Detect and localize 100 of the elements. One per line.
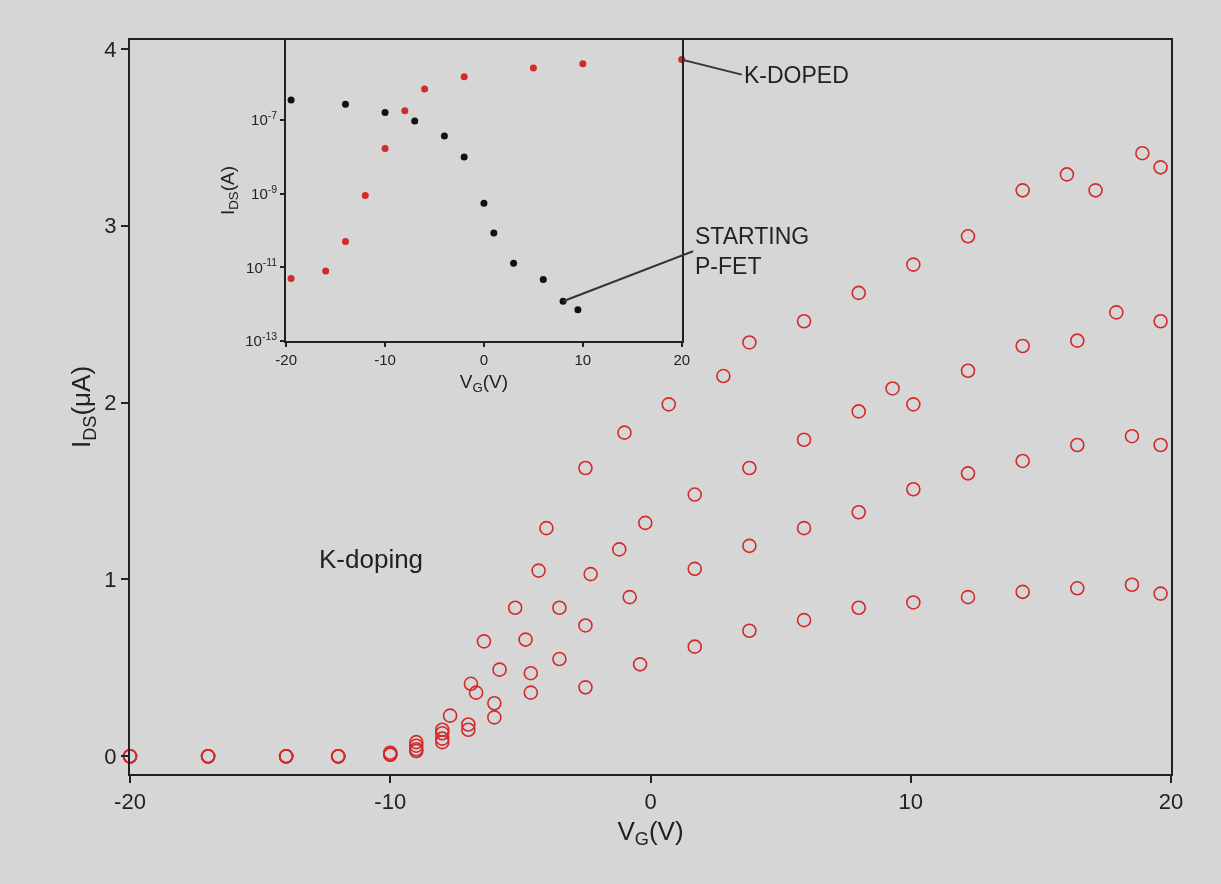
- point: [1135, 145, 1150, 161]
- point: [638, 515, 653, 531]
- y-tick-label: 2: [104, 390, 117, 416]
- point: [1153, 313, 1168, 329]
- point: [906, 481, 921, 497]
- point: [480, 199, 488, 207]
- point: [1015, 584, 1030, 600]
- point: [742, 623, 757, 639]
- y-tick-label: 10$^{-13}$: [245, 329, 278, 350]
- point: [1153, 437, 1168, 453]
- point: [1124, 428, 1140, 444]
- point: [460, 153, 468, 161]
- point: [574, 306, 582, 314]
- annotation: STARTING P-FET: [695, 223, 810, 279]
- point: [851, 504, 866, 520]
- x-tick-label: 10: [574, 350, 592, 368]
- point: [492, 662, 507, 677]
- point: [287, 96, 295, 104]
- y-tick-label: 10$^{-11}$: [246, 256, 278, 276]
- point: [1070, 580, 1085, 596]
- point: [906, 397, 921, 412]
- point: [531, 563, 546, 578]
- point: [742, 538, 757, 554]
- point: [1088, 183, 1103, 198]
- point: [1124, 577, 1140, 593]
- point: [851, 285, 866, 301]
- x-axis-title: V$_{G}$(V): [459, 371, 509, 396]
- point: [579, 60, 587, 68]
- point: [487, 695, 502, 711]
- y-tick-label: 0: [104, 744, 117, 770]
- x-tick-label: -20: [114, 789, 146, 815]
- point: [539, 520, 554, 536]
- y-tick-label: 3: [104, 213, 117, 239]
- point: [461, 717, 476, 732]
- point: [687, 561, 703, 577]
- point: [851, 404, 866, 419]
- point: [960, 229, 976, 244]
- y-tick-label: 10$^{-9}$: [251, 182, 278, 202]
- point: [960, 589, 976, 605]
- point: [960, 363, 976, 379]
- point: [552, 600, 567, 616]
- point: [1015, 453, 1030, 469]
- point: [287, 274, 295, 282]
- point: [796, 313, 812, 329]
- x-axis-title: V$_{G}$(V): [617, 815, 684, 850]
- point: [442, 708, 458, 723]
- point: [408, 734, 424, 750]
- x-tick-label: -20: [275, 350, 297, 368]
- point: [529, 64, 537, 72]
- point: [507, 600, 523, 616]
- y-tick-label: 4: [104, 36, 117, 62]
- point: [960, 466, 976, 481]
- point: [611, 542, 627, 557]
- annotation: K-doping: [319, 544, 424, 574]
- point: [421, 85, 429, 93]
- point: [381, 109, 389, 117]
- point: [742, 460, 757, 476]
- point: [460, 73, 468, 81]
- point: [523, 665, 539, 681]
- x-tick-label: 20: [673, 350, 691, 368]
- x-tick-label: 10: [898, 789, 923, 815]
- point: [1059, 167, 1075, 182]
- point: [796, 520, 812, 536]
- point: [523, 685, 539, 700]
- annotation: K-DOPED: [744, 62, 849, 88]
- point: [490, 229, 498, 237]
- point: [1015, 183, 1030, 198]
- point: [851, 600, 866, 616]
- point: [578, 680, 593, 695]
- x-tick-label: 20: [1158, 789, 1184, 815]
- point: [578, 618, 593, 633]
- point: [1153, 160, 1168, 175]
- point: [622, 589, 637, 605]
- point: [408, 738, 424, 753]
- point: [435, 726, 450, 741]
- point: [539, 275, 547, 283]
- point: [687, 487, 703, 502]
- point: [1109, 305, 1124, 320]
- point: [322, 267, 330, 275]
- point: [510, 259, 518, 267]
- point: [687, 639, 703, 654]
- point: [435, 722, 450, 738]
- point: [487, 710, 502, 725]
- point: [1070, 333, 1085, 348]
- y-tick-label: 1: [104, 567, 117, 593]
- point: [518, 632, 533, 647]
- point: [578, 460, 593, 476]
- point: [1015, 338, 1030, 354]
- point: [906, 595, 921, 610]
- point: [796, 612, 812, 628]
- point: [411, 117, 419, 125]
- point: [440, 132, 448, 140]
- point: [435, 734, 450, 750]
- point: [617, 425, 632, 440]
- point: [716, 368, 731, 384]
- point: [1153, 586, 1168, 601]
- point: [476, 634, 492, 649]
- x-tick-label: -10: [374, 350, 396, 368]
- point: [381, 144, 389, 152]
- point: [796, 432, 812, 448]
